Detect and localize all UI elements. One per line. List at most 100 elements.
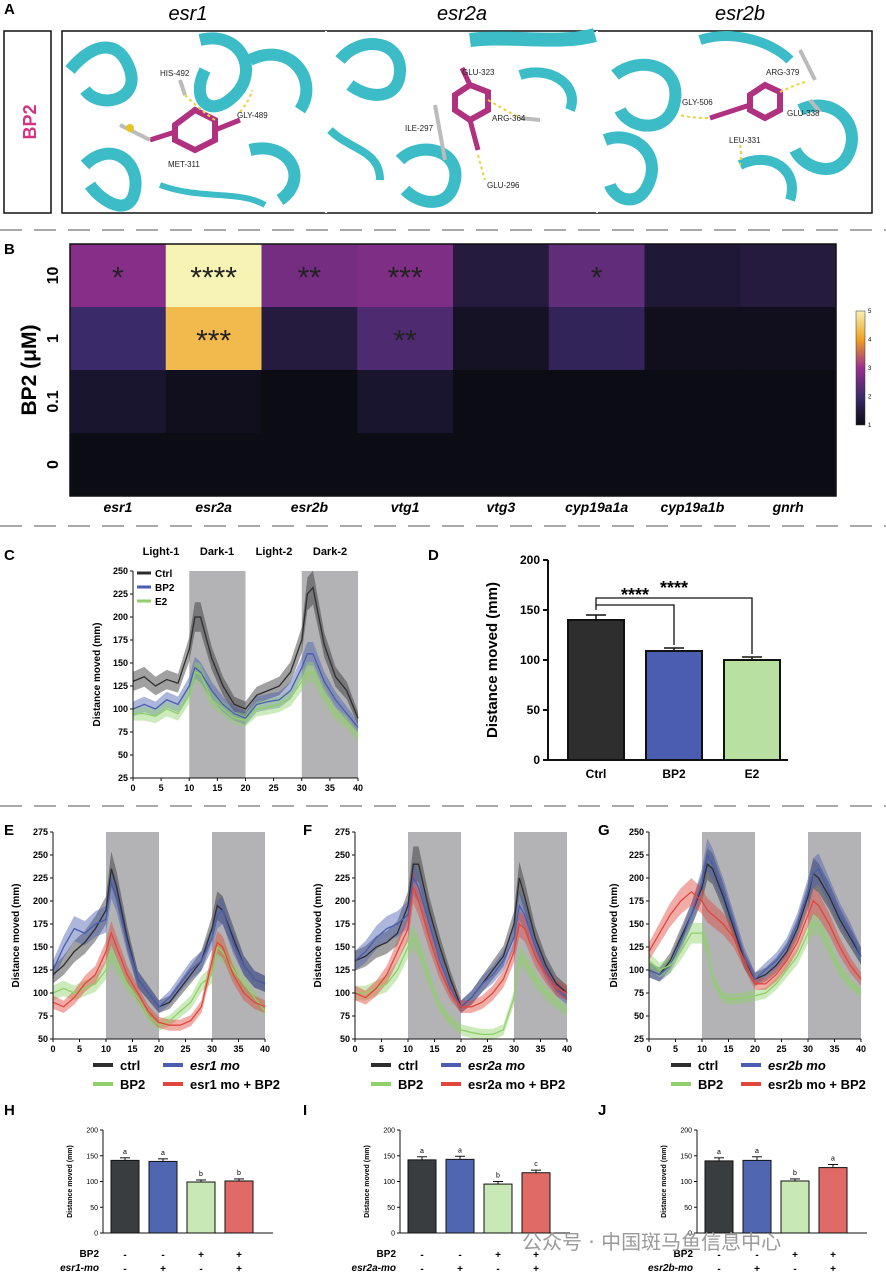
heatmap-cell bbox=[261, 433, 358, 497]
heatmap-cell bbox=[453, 433, 550, 497]
y-tick-label: 75 bbox=[38, 1011, 48, 1021]
x-tick-label: 0 bbox=[646, 1044, 651, 1054]
y-tick-label: 50 bbox=[527, 703, 541, 717]
series-line bbox=[132, 586, 359, 719]
heatmap-cell bbox=[357, 307, 454, 371]
x-tick-label: 0 bbox=[352, 1044, 357, 1054]
heatmap-cell bbox=[357, 244, 454, 308]
group-letter: b bbox=[237, 1170, 241, 1177]
dark-period-band bbox=[106, 832, 159, 1039]
panel-g-label: G bbox=[598, 822, 610, 839]
y-axis-label: Distance moved (mm) bbox=[313, 884, 324, 988]
dark-period-band bbox=[189, 571, 246, 778]
series-line bbox=[648, 853, 862, 981]
y-tick-label: 25 bbox=[634, 1034, 644, 1044]
panel-c-label: C bbox=[4, 547, 15, 564]
y-tick-label: 100 bbox=[520, 653, 540, 667]
y-tick-label: 100 bbox=[33, 988, 48, 998]
row-label-bp2: BP2 bbox=[80, 1249, 100, 1260]
dark-period-band bbox=[301, 571, 358, 778]
y-tick-label: 200 bbox=[520, 553, 540, 567]
significance-marker: * bbox=[112, 262, 124, 295]
x-tick-label: 40 bbox=[353, 783, 363, 793]
y-tick-label: 225 bbox=[629, 850, 644, 860]
legend-label: esr1 mo bbox=[190, 1058, 240, 1073]
x-tick-label: 35 bbox=[829, 1044, 839, 1054]
colorbar-tick: 3 bbox=[868, 366, 872, 372]
x-tick-label: 5 bbox=[77, 1044, 82, 1054]
sig-label: **** bbox=[660, 578, 688, 598]
heatmap-cell bbox=[261, 244, 358, 308]
heatmap-cell bbox=[453, 370, 550, 434]
x-tick-label: 15 bbox=[212, 783, 222, 793]
y-tick-label: 125 bbox=[629, 942, 644, 952]
line-chart-f: 50 75 100 125 150 175 200 225 250 275 0 5 10 15 20 25 30… bbox=[313, 827, 572, 1054]
sig-bracket bbox=[596, 604, 675, 645]
heatmap-cell bbox=[644, 370, 741, 434]
series-line bbox=[648, 923, 862, 1001]
x-tick-label: 10 bbox=[101, 1044, 111, 1054]
y-axis-label: Distance moved (mm) bbox=[484, 582, 501, 738]
bp2-sign: - bbox=[123, 1250, 126, 1261]
series-line bbox=[355, 936, 568, 1036]
line-chart-e: 50 75 100 125 150 175 200 225 250 275 0 5 10 15 20 25 30… bbox=[11, 827, 270, 1054]
row-label-mo: esr2a-mo bbox=[352, 1263, 396, 1274]
group-letter: a bbox=[831, 1156, 835, 1163]
mo-sign: + bbox=[830, 1264, 836, 1275]
group-letter: a bbox=[420, 1148, 424, 1155]
bp2-sign: - bbox=[420, 1250, 423, 1261]
legend-label: ctrl bbox=[698, 1058, 718, 1073]
docking-structure-esr2b bbox=[602, 31, 858, 206]
bar-chart-h: 0 50 100 150 200 a - - a - + b + - b + + BP2 esr1-mo Distan… bbox=[60, 1128, 273, 1275]
panel-i-label: I bbox=[303, 1102, 307, 1119]
y-tick-label: 75 bbox=[118, 727, 128, 737]
bar bbox=[483, 1183, 513, 1234]
y-tick-label: 200 bbox=[680, 1128, 692, 1135]
y-tick-label: 200 bbox=[86, 1128, 98, 1135]
panel-a-row-label-box bbox=[3, 30, 52, 214]
legend-label: BP2 bbox=[698, 1077, 723, 1092]
y-tick-label: 150 bbox=[86, 1153, 98, 1160]
bar bbox=[780, 1180, 810, 1234]
bp2-sign: - bbox=[717, 1250, 720, 1261]
y-tick-label: 50 bbox=[118, 750, 128, 760]
heatmap-cell bbox=[453, 307, 550, 371]
bp2-sign: - bbox=[755, 1250, 758, 1261]
y-tick-label: 250 bbox=[629, 827, 644, 837]
x-tick-label: 30 bbox=[207, 1044, 217, 1054]
mo-sign: - bbox=[793, 1264, 796, 1275]
significance-marker: * bbox=[591, 262, 603, 295]
legend-f: ctrl esr2a mo BP2 esr2a mo + BP2 bbox=[371, 1058, 565, 1092]
row-label: 1 bbox=[45, 334, 62, 343]
bp2-sign: - bbox=[458, 1250, 461, 1261]
residue-label: GLU-296 bbox=[487, 181, 520, 190]
residue-label: LEU-331 bbox=[729, 136, 761, 145]
legend-label: esr2b mo + BP2 bbox=[768, 1077, 866, 1092]
row-label-mo: esr1-mo bbox=[60, 1263, 99, 1274]
error-band bbox=[53, 851, 265, 1014]
heatmap-cell bbox=[548, 307, 645, 371]
x-tick-label: 0 bbox=[130, 783, 135, 793]
bp2-sign: + bbox=[533, 1250, 539, 1261]
legend-label: esr2b mo bbox=[768, 1058, 826, 1073]
heatmap-cell bbox=[70, 307, 167, 371]
y-tick-label: 225 bbox=[33, 873, 48, 883]
y-axis-label: Distance moved (mm) bbox=[11, 884, 22, 988]
y-tick-label: 50 bbox=[684, 1205, 692, 1212]
x-tick-label: 25 bbox=[180, 1044, 190, 1054]
y-axis-label: Distance moved (mm) bbox=[661, 1145, 668, 1218]
panel-a-gene-esr2b: esr2b bbox=[715, 3, 765, 25]
error-band bbox=[355, 846, 567, 1014]
panel-a-label: A bbox=[4, 1, 15, 18]
group-letter: a bbox=[123, 1149, 127, 1156]
heatmap-frame bbox=[69, 243, 837, 497]
y-tick-label: 175 bbox=[629, 896, 644, 906]
line-chart-c: 25 50 75 100 125 150 175 200 225 250 0 5 10 15 20 25 30 3… bbox=[92, 566, 363, 793]
residue-label: GLU-323 bbox=[462, 68, 495, 77]
significance-marker: ** bbox=[393, 325, 417, 358]
x-tick-label: 35 bbox=[233, 1044, 243, 1054]
x-tick-label: 20 bbox=[154, 1044, 164, 1054]
heatmap-ylabel: BP2 (μM) bbox=[18, 324, 41, 415]
bar bbox=[567, 619, 625, 761]
